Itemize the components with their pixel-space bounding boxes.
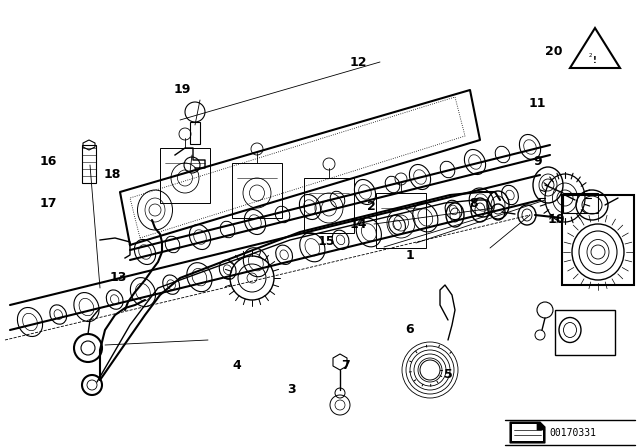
Bar — [190, 122, 200, 144]
Bar — [232, 163, 282, 218]
Text: 10: 10 — [548, 213, 566, 226]
Text: 19: 19 — [173, 83, 191, 96]
Text: 1: 1 — [405, 249, 414, 262]
Text: 6: 6 — [405, 323, 414, 336]
Text: 17: 17 — [39, 197, 57, 211]
Text: 8: 8 — [469, 197, 478, 211]
Bar — [562, 195, 634, 285]
Text: 20: 20 — [545, 45, 563, 58]
Text: 12: 12 — [349, 56, 367, 69]
Bar — [563, 193, 598, 213]
Text: 5: 5 — [444, 367, 452, 381]
Text: 16: 16 — [39, 155, 57, 168]
Text: 15: 15 — [317, 235, 335, 249]
Bar — [160, 148, 210, 203]
Text: !: ! — [593, 56, 597, 65]
Text: 9: 9 — [533, 155, 542, 168]
Text: 14: 14 — [349, 217, 367, 231]
Text: 4: 4 — [232, 358, 241, 372]
Polygon shape — [512, 424, 543, 441]
Polygon shape — [510, 422, 545, 443]
Text: 2: 2 — [588, 52, 592, 57]
Bar — [304, 178, 354, 233]
Text: 18: 18 — [103, 168, 121, 181]
Text: 13: 13 — [109, 271, 127, 284]
Text: 11: 11 — [529, 96, 547, 110]
Bar — [376, 193, 426, 248]
Text: 00170331: 00170331 — [550, 428, 596, 438]
Polygon shape — [537, 422, 545, 430]
Bar — [555, 310, 615, 355]
Text: 2: 2 — [367, 199, 376, 213]
Bar — [82, 145, 96, 183]
Text: 7: 7 — [341, 358, 350, 372]
Text: 3: 3 — [287, 383, 296, 396]
